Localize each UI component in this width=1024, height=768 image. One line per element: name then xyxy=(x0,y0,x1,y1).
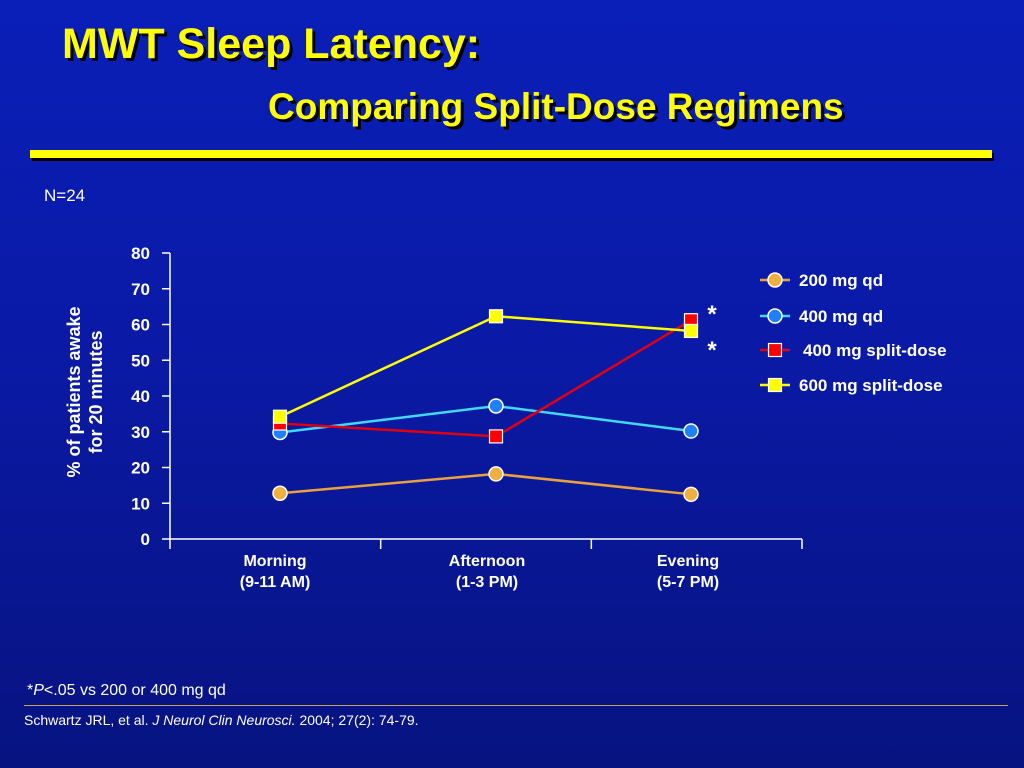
data-point xyxy=(488,429,504,444)
slide-subtitle: Comparing Split-Dose Regimens xyxy=(268,86,844,127)
citation-journal: J Neurol Clin Neurosci. xyxy=(152,712,296,728)
line-chart: 0 10 20 30 40 50 60 70 80 Morning (9-11 AM) Afterno… xyxy=(64,244,947,591)
legend-label: 400 mg qd xyxy=(799,307,883,326)
citation-details: 2004; 27(2): 74-79. xyxy=(295,712,419,728)
x-tick-label: (5-7 PM) xyxy=(657,574,719,591)
legend-label: 200 mg qd xyxy=(799,271,883,290)
y-axis-label: % of patients awake xyxy=(64,306,84,477)
significance-marker: * xyxy=(707,301,717,328)
data-point xyxy=(488,309,504,324)
data-point xyxy=(683,323,699,339)
footnote-star: * xyxy=(27,682,34,699)
sample-size-label: N=24 xyxy=(44,186,86,205)
y-tick-label: 20 xyxy=(131,459,150,478)
series-line xyxy=(279,404,692,434)
y-tick-label: 30 xyxy=(131,423,150,442)
legend-marker xyxy=(767,377,783,393)
citation: Schwartz JRL, et al. J Neurol Clin Neuro… xyxy=(24,712,419,728)
significance-marker: * xyxy=(707,337,717,364)
legend-label: 400 mg split-dose xyxy=(803,341,947,360)
x-tick-label: Evening xyxy=(657,553,719,570)
series-line xyxy=(279,315,692,418)
footnote: *P<.05 vs 200 or 400 mg qd xyxy=(27,682,226,700)
footnote-text: <.05 vs 200 or 400 mg qd xyxy=(43,682,226,699)
y-tick-label: 0 xyxy=(141,530,150,549)
x-tick-label: Morning xyxy=(243,553,306,570)
y-tick-label: 40 xyxy=(131,387,150,406)
legend-marker xyxy=(767,342,783,358)
legend-marker xyxy=(767,308,783,324)
legend-marker xyxy=(767,272,783,288)
x-tick-label: (9-11 AM) xyxy=(240,574,311,591)
y-tick-label: 50 xyxy=(131,351,150,370)
citation-authors: Schwartz JRL, et al. xyxy=(24,712,153,728)
y-tick-label: 70 xyxy=(131,280,150,299)
y-tick-label: 80 xyxy=(131,244,150,263)
x-tick-label: Afternoon xyxy=(449,553,525,570)
data-point xyxy=(272,485,288,501)
data-point xyxy=(488,398,504,414)
title-divider xyxy=(30,150,992,158)
legend-label: 600 mg split-dose xyxy=(799,376,943,395)
series-line xyxy=(279,319,692,438)
data-point xyxy=(683,423,699,439)
footnote-p: P xyxy=(33,682,44,699)
y-tick-label: 60 xyxy=(131,316,150,335)
data-point xyxy=(683,486,699,503)
data-point xyxy=(488,466,504,482)
series-line xyxy=(279,472,692,496)
y-axis-label-line2: for 20 minutes xyxy=(86,330,106,453)
y-tick-label: 10 xyxy=(131,494,150,513)
footer-divider xyxy=(24,705,1008,706)
x-tick-label: (1-3 PM) xyxy=(456,574,518,591)
data-point xyxy=(272,409,288,424)
slide-title: MWT Sleep Latency: xyxy=(62,20,481,68)
